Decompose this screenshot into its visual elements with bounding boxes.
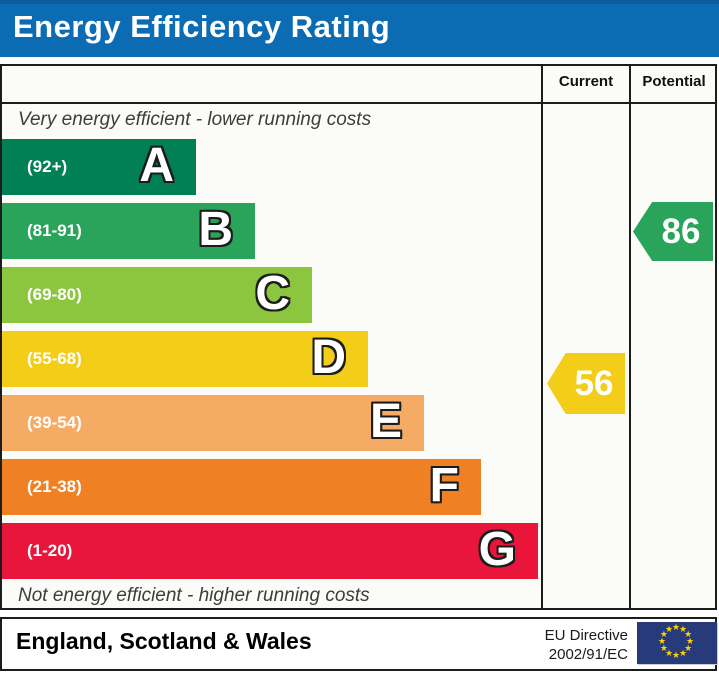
band-range-label: (1-20) xyxy=(27,541,73,560)
potential-column-header: Potential xyxy=(642,73,706,90)
band-G: (1-20) G xyxy=(2,523,538,579)
band-range-label: (55-68) xyxy=(27,349,82,368)
eu-star-icon: ★ xyxy=(659,644,668,654)
eu-directive-label: EU Directive 2002/91/EC xyxy=(530,626,628,664)
band-letter: A xyxy=(139,139,174,193)
current-rating-marker: 56 xyxy=(547,353,625,414)
header-row-divider xyxy=(0,102,717,104)
eu-star-icon: ★ xyxy=(659,630,668,640)
band-F: (21-38) F xyxy=(2,459,481,515)
eu-star-icon: ★ xyxy=(665,649,674,660)
page-title: Energy Efficiency Rating xyxy=(13,9,391,44)
eu-star-icon: ★ xyxy=(658,637,667,647)
current-column-header: Current xyxy=(558,73,614,90)
eu-star-icon: ★ xyxy=(679,624,688,635)
eu-star-icon: ★ xyxy=(684,644,693,654)
band-letter: D xyxy=(311,331,346,385)
footer-region-label: England, Scotland & Wales xyxy=(16,628,312,654)
band-range-label: (21-38) xyxy=(27,477,82,496)
band-letter: E xyxy=(369,395,402,449)
band-A: (92+) A xyxy=(2,139,196,195)
current-rating-value: 56 xyxy=(574,363,614,403)
potential-rating-marker: 86 xyxy=(633,202,713,261)
band-range-label: (92+) xyxy=(27,157,68,176)
band-range-label: (69-80) xyxy=(27,285,82,304)
footer-bar xyxy=(0,617,717,671)
band-letter: B xyxy=(198,203,233,257)
band-letter: F xyxy=(429,459,459,513)
band-D: (55-68) D xyxy=(2,331,368,387)
eu-star-icon: ★ xyxy=(684,630,693,640)
band-letter: G xyxy=(478,523,516,577)
eu-flag-icon: ★ ★ ★ ★ ★ ★ ★ ★ ★ ★ ★ ★ xyxy=(637,622,717,664)
eu-directive-line2: 2002/91/EC xyxy=(548,646,628,663)
current-column-divider xyxy=(541,64,543,610)
title-bar: Energy Efficiency Rating xyxy=(0,0,719,57)
band-letter: C xyxy=(255,267,290,321)
band-range-label: (39-54) xyxy=(27,413,82,432)
band-B: (81-91) B xyxy=(2,203,255,259)
eu-star-icon: ★ xyxy=(672,651,681,661)
top-note: Very energy efficient - lower running co… xyxy=(18,109,372,130)
band-range-label: (81-91) xyxy=(27,221,82,240)
eu-star-icon: ★ xyxy=(679,649,688,660)
bottom-note: Not energy efficient - higher running co… xyxy=(18,585,370,606)
eu-star-icon: ★ xyxy=(665,624,674,635)
eu-directive-line1: EU Directive xyxy=(544,627,628,644)
potential-rating-value: 86 xyxy=(661,211,701,251)
eu-star-icon: ★ xyxy=(686,637,695,647)
potential-column-divider xyxy=(629,64,631,610)
eu-star-icon: ★ xyxy=(672,623,681,633)
band-C: (69-80) C xyxy=(2,267,312,323)
band-E: (39-54) E xyxy=(2,395,424,451)
